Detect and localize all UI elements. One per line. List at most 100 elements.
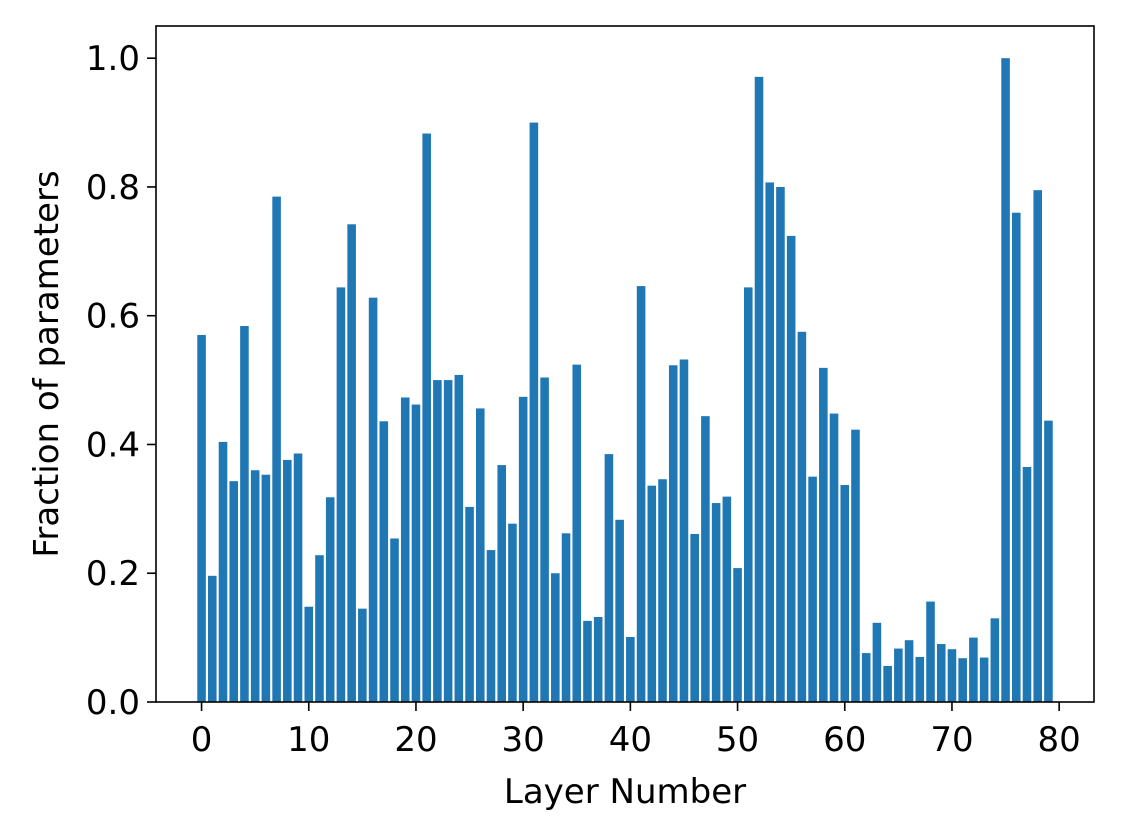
bar-layer-36 [583,620,592,702]
bar-layer-72 [969,637,978,702]
bar-layer-4 [240,326,249,702]
bar-layer-49 [722,496,732,702]
bar-layer-10 [304,606,314,702]
bar-layer-69 [936,644,946,702]
bar-layer-71 [958,658,967,702]
x-axis-label: Layer Number [504,772,746,812]
bar-layer-28 [497,465,507,702]
bar-layer-44 [668,365,678,702]
x-tick-label: 30 [502,720,545,760]
bar-layer-29 [508,523,517,702]
bar-layer-5 [250,470,260,702]
x-tick-label: 40 [609,720,652,760]
bar-layer-33 [551,573,560,702]
x-tick-label: 20 [394,720,437,760]
bar-layer-67 [915,656,925,702]
bar-layer-52 [754,76,764,702]
bar-layer-59 [829,413,839,702]
bar-layer-13 [336,287,346,702]
y-axis-label: Fraction of parameters [27,170,67,557]
bar-layer-60 [840,485,850,702]
bar-layer-35 [572,364,582,702]
bar-layer-63 [872,622,882,702]
bar-layer-51 [743,287,753,702]
bar-layer-8 [283,459,292,702]
bar-layer-77 [1022,467,1032,702]
bar-layer-42 [647,485,657,702]
bar-layer-11 [315,555,324,702]
bar-layer-61 [851,429,860,702]
bar-layer-9 [293,453,303,702]
bar-layer-45 [679,359,689,702]
bar-layer-47 [701,416,710,702]
bar-layer-58 [819,367,828,702]
bar-layer-23 [443,380,453,702]
bar-layer-22 [433,380,442,702]
bar-layer-25 [465,506,474,702]
bar-layer-16 [368,297,378,702]
y-tick-label: 0.0 [86,683,140,723]
x-tick-label: 80 [1038,720,1081,760]
bar-layer-48 [711,503,721,702]
bar-layer-14 [347,224,356,702]
bar-layer-26 [475,408,485,702]
bar-layer-34 [561,533,571,702]
y-tick-label: 0.6 [86,297,140,337]
x-tick-label: 50 [716,720,759,760]
bar-layer-0 [197,335,206,702]
bar-layer-32 [540,377,549,702]
bar-layer-46 [690,533,699,702]
bar-layer-79 [1044,420,1053,702]
bar-layer-65 [894,648,903,702]
x-axis: 0 10 20 30 40 50 60 70 80 [191,702,1081,760]
x-tick-label: 0 [191,720,213,760]
bar-layer-15 [358,608,367,702]
bar-layer-55 [786,235,796,703]
bar-layer-21 [422,133,431,703]
bar-layer-1 [207,575,217,702]
bar-layer-12 [325,497,335,702]
bar-layer-30 [518,396,528,702]
bar-layer-31 [529,122,539,703]
y-tick-label: 0.8 [86,168,140,208]
y-tick-label: 1.0 [86,39,140,79]
bar-layer-24 [454,374,464,702]
bar-layer-68 [926,601,935,702]
bar-layer-39 [615,519,624,702]
bar-layer-38 [604,454,614,702]
bar-layer-7 [272,196,281,702]
bar-layer-66 [904,640,914,702]
bar-layer-75 [1001,58,1010,702]
bar-layer-6 [261,474,271,702]
bar-layer-76 [1011,212,1021,702]
bars [197,58,1053,703]
x-tick-label: 10 [287,720,330,760]
bar-layer-41 [636,286,646,702]
bar-layer-56 [797,331,807,702]
bar-layer-62 [861,653,871,702]
bar-layer-53 [765,182,775,703]
y-axis: 0.0 0.2 0.4 0.6 0.8 1.0 [86,39,156,723]
bar-layer-37 [593,617,603,702]
plot-frame [155,25,1095,703]
x-tick-label: 60 [823,720,866,760]
bar-layer-73 [979,657,989,702]
y-tick-label: 0.4 [86,425,140,465]
bar-layer-40 [626,636,635,702]
bar-layer-17 [379,421,389,702]
bar-layer-19 [400,397,410,702]
bar-layer-64 [883,665,892,702]
bar-layer-2 [218,441,228,702]
bar-layer-57 [808,476,817,702]
bar-layer-20 [411,404,421,702]
bar-layer-78 [1033,190,1043,702]
bar-layer-3 [229,481,239,702]
bar-layer-70 [947,649,957,702]
bar-layer-18 [390,538,399,702]
bar-layer-43 [658,479,667,702]
bar-layer-50 [733,568,742,702]
bar-layer-74 [990,618,1000,702]
x-tick-label: 70 [930,720,973,760]
bar-layer-27 [486,550,496,702]
